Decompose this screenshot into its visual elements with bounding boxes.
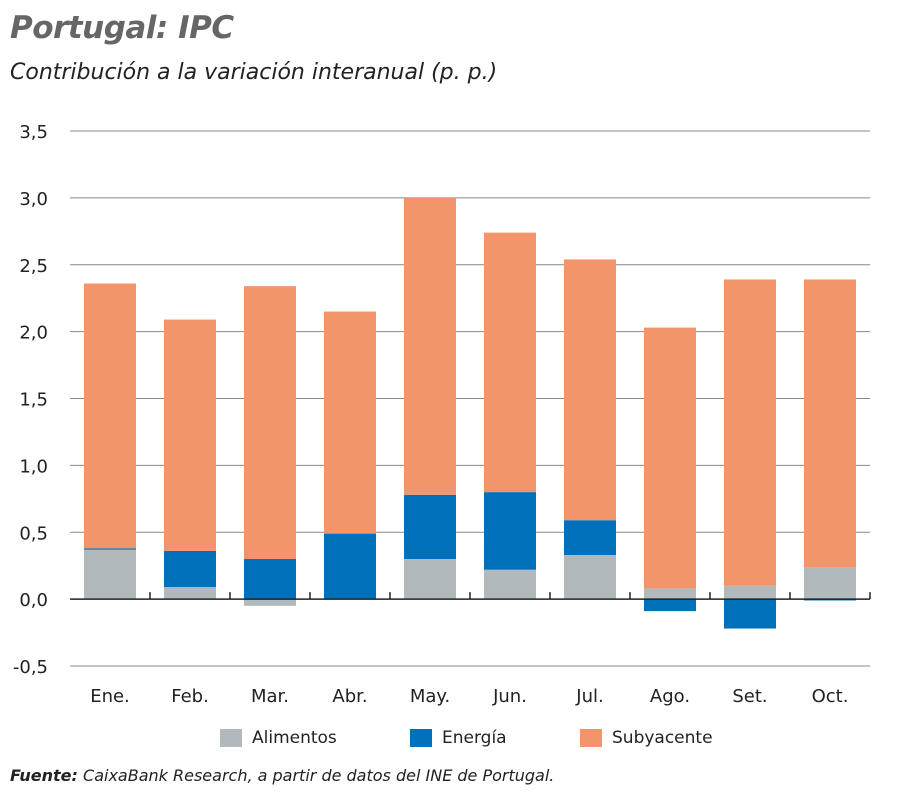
y-tick-label: 0,5 [19,523,48,544]
bar-subyacente [644,327,696,589]
bar-energía [84,548,136,550]
bar-subyacente [164,319,216,551]
source-note: Fuente: CaixaBank Research, a partir de … [10,766,554,785]
x-tick-label: Oct. [812,686,849,707]
legend-swatch [410,729,432,747]
y-tick-label: 0,0 [19,590,48,611]
legend-swatch [220,729,242,747]
y-tick-label: 3,0 [19,189,48,210]
bar-energía [164,550,216,588]
x-tick-label: Ago. [650,686,690,707]
bar-alimentos [724,585,776,600]
bar-alimentos [804,567,856,600]
legend-label: Subyacente [612,728,713,748]
x-tick-label: Jun. [492,686,527,707]
x-tick-label: Feb. [171,686,209,707]
x-tick-label: Set. [732,686,767,707]
bar-energía [404,494,456,559]
bar-subyacente [324,311,376,534]
bar-alimentos [84,549,136,600]
bar-alimentos [644,588,696,600]
bar-subyacente [804,279,856,568]
source-label: Fuente: [10,766,78,785]
legend-item: Energía [410,728,507,748]
x-tick-label: Abr. [332,686,367,707]
bar-energía [244,559,296,600]
bar-subyacente [84,283,136,549]
bar-alimentos [244,599,296,606]
x-tick-label: Ene. [90,686,130,707]
y-tick-label: 2,5 [19,256,48,277]
x-tick-label: May. [410,686,450,707]
bar-subyacente [404,197,456,495]
legend-label: Energía [442,728,507,748]
bar-subyacente [484,232,536,493]
bar-alimentos [484,569,536,600]
legend-swatch [580,729,602,747]
bar-energía [564,520,616,555]
bar-subyacente [724,279,776,586]
chart-title: Portugal: IPC [10,10,234,46]
bar-alimentos [404,559,456,600]
source-text: CaixaBank Research, a partir de datos de… [77,766,555,785]
legend-item: Alimentos [220,728,337,748]
bar-energía [484,492,536,570]
y-tick-label: 1,0 [19,456,48,477]
x-tick-label: Mar. [251,686,289,707]
bar-chart: -0,5 0,0 0,5 1,0 1,5 2,0 2,5 3,0 3,5 Ene. Feb. Mar.… [13,122,871,707]
legend-item: Subyacente [580,728,713,748]
y-tick-label: 2,0 [19,323,48,344]
bar-alimentos [564,554,616,600]
bar-subyacente [564,259,616,521]
bar-subyacente [244,286,296,559]
bar-energía [324,533,376,600]
bar-alimentos [164,587,216,600]
x-tick-label: Jul. [575,686,603,707]
bar-energía [644,599,696,612]
bar-energía [724,599,776,629]
chart-subtitle: Contribución a la variación interanual (… [10,60,498,85]
y-tick-label: 1,5 [19,390,48,411]
y-tick-label: 3,5 [19,122,48,143]
y-tick-label: -0,5 [13,657,48,678]
legend-label: Alimentos [252,728,337,748]
